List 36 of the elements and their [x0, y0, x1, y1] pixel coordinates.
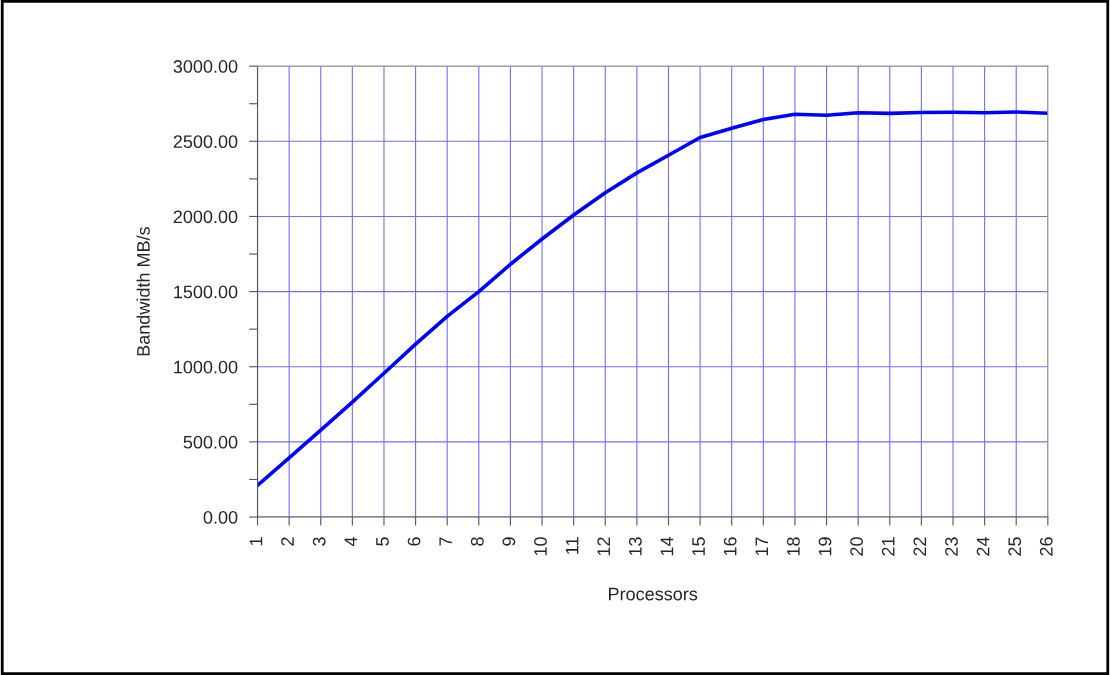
y-tick-label: 500.00	[183, 435, 238, 449]
x-tick-label: 16	[723, 537, 737, 556]
x-tick-label: 19	[818, 537, 832, 556]
x-tick-label: 20	[850, 537, 864, 556]
x-tick-label: 13	[628, 537, 642, 556]
x-axis-title: Processors	[609, 587, 698, 601]
x-tick-label: 18	[787, 537, 800, 556]
x-tick-label: 12	[597, 537, 610, 556]
y-tick-label: 0.00	[203, 510, 238, 524]
x-tick-label: 8	[470, 537, 484, 546]
y-tick-label: 1000.00	[174, 360, 238, 374]
x-tick-label: 17	[755, 537, 768, 556]
x-tick-label: 11	[565, 537, 579, 554]
line-series	[257, 110, 1048, 488]
y-tick-label: 2500.00	[173, 135, 238, 149]
y-tick-label: 3000.00	[173, 60, 238, 73]
x-tick-label: 5	[376, 537, 389, 546]
x-tick-label: 22	[913, 537, 927, 556]
x-tick-label: 26	[1039, 537, 1053, 556]
x-tick-label: 3	[312, 537, 326, 546]
x-tick-label: 6	[407, 537, 421, 546]
y-tick-label: 2000.00	[173, 210, 238, 224]
x-tick-label: 10	[534, 537, 547, 556]
x-tick-label: 1	[249, 537, 263, 546]
x-tick-label: 4	[344, 537, 358, 547]
x-tick-label: 2	[281, 537, 294, 546]
x-tick-label: 21	[881, 537, 895, 556]
y-axis-title: Bandwidth MB/s	[136, 227, 150, 356]
x-tick-label: 14	[660, 537, 674, 556]
x-tick-label: 23	[945, 537, 958, 556]
x-tick-label: 15	[692, 537, 705, 556]
x-tick-label: 24	[976, 537, 990, 556]
x-tick-label: 25	[1008, 537, 1022, 556]
y-tick-label: 1500.00	[174, 285, 238, 299]
x-tick-label: 7	[439, 537, 452, 546]
x-tick-label: 9	[502, 537, 516, 546]
